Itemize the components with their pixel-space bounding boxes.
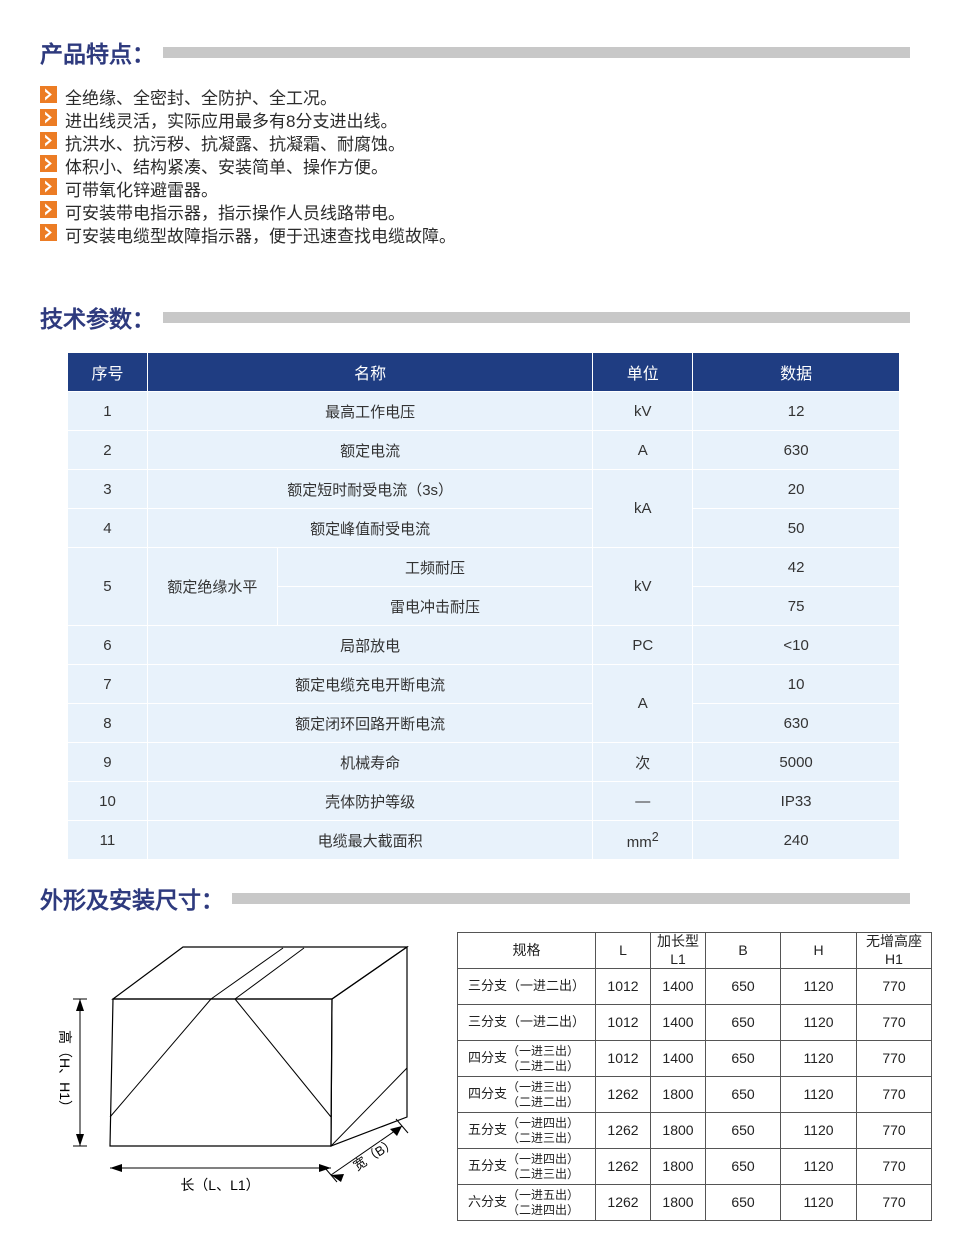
svg-text:宽（B）: 宽（B） — [350, 1135, 398, 1174]
svg-text:高（H、H1）: 高（H、H1） — [57, 1030, 73, 1114]
svg-text:长（L、L1）: 长（L、L1） — [180, 1177, 259, 1193]
